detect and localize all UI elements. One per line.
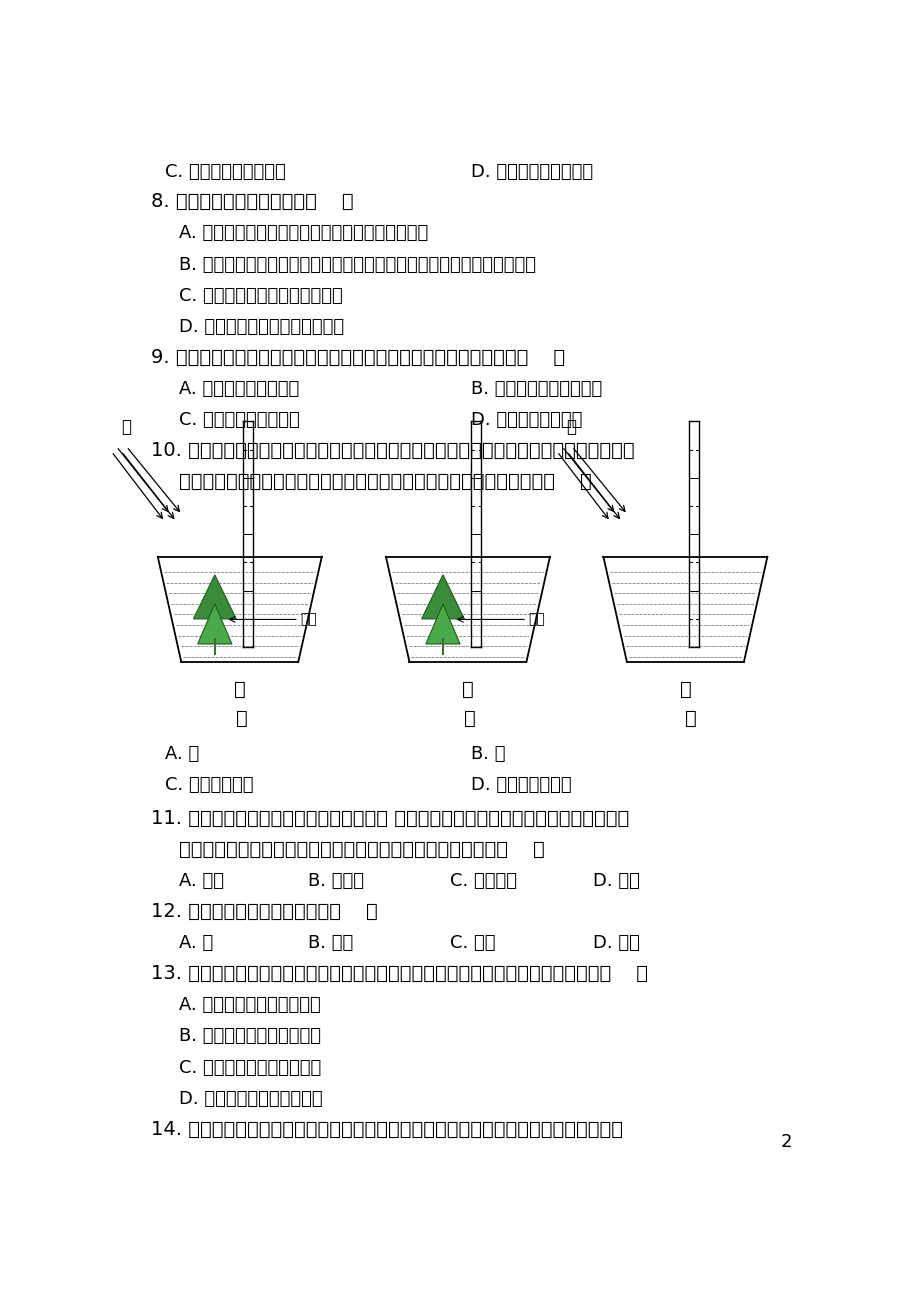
Text: D. 三个子房、三个胚珠: D. 三个子房、三个胚珠 — [471, 163, 593, 181]
Text: A. 馒头: A. 馒头 — [179, 872, 224, 891]
Text: B. 小肠: B. 小肠 — [307, 935, 352, 952]
Text: B. 减少土壤无机盐的丢失: B. 减少土壤无机盐的丢失 — [471, 380, 602, 398]
Text: B. 种子中的子叶发育成叶，胚芽发育成芽，胚轴发育成茎，胚根发育成根: B. 种子中的子叶发育成叶，胚芽发育成芽，胚轴发育成茎，胚根发育成根 — [179, 255, 536, 273]
Text: C. 可以促进根毛的生长: C. 可以促进根毛的生长 — [179, 411, 300, 428]
Text: D. 可减少水分的蕴发: D. 可减少水分的蕴发 — [471, 411, 583, 428]
Text: 餐的营养搜配更合理，根据你所学的生物知识，还要添加下列（    ）: 餐的营养搜配更合理，根据你所学的生物知识，还要添加下列（ ） — [179, 840, 544, 859]
Text: 2: 2 — [780, 1133, 791, 1151]
Text: A. 乙: A. 乙 — [165, 745, 199, 763]
Text: 光: 光 — [120, 418, 130, 436]
Text: 植物: 植物 — [528, 612, 545, 626]
Polygon shape — [193, 574, 236, 618]
Text: A. 种子的胚由胚芽、胚轴、胚根、胚乳和子叶组成: A. 种子的胚由胚芽、胚轴、胚根、胚乳和子叶组成 — [179, 224, 428, 242]
Text: C. 根部伸长最快的部位是分生区: C. 根部伸长最快的部位是分生区 — [179, 286, 343, 305]
Text: D. 根部伸长最快的部位是伸长区: D. 根部伸长最快的部位是伸长区 — [179, 318, 344, 336]
Text: B. 丙: B. 丙 — [471, 745, 505, 763]
Text: 13. 阳阳去医院检查身体，医生要求他吸气。吸气过程中他的助骨和膌的运动情况是（    ）: 13. 阳阳去医院检查身体，医生要求他吸气。吸气过程中他的助骨和膌的运动情况是（… — [151, 965, 647, 983]
Text: D. 乙和丙都不可以: D. 乙和丙都不可以 — [471, 776, 572, 794]
Text: 10. 如图中甲是「验证绻色植物在光照条件下释放出氧气」的实验装置，乙和丙是两个辅助: 10. 如图中甲是「验证绻色植物在光照条件下释放出氧气」的实验装置，乙和丙是两个… — [151, 441, 633, 460]
Text: D. 口腔: D. 口腔 — [592, 935, 639, 952]
Text: C. 三个子房、一个胚珠: C. 三个子房、一个胚珠 — [165, 163, 286, 181]
Text: 甲: 甲 — [233, 680, 245, 699]
Text: C. 素炒白菜: C. 素炒白菜 — [449, 872, 516, 891]
Text: 14. 某医疗机构将人造血液用于临床手术中的输血，获得成功，但它只有输送氧的单一功: 14. 某医疗机构将人造血液用于临床手术中的输血，获得成功，但它只有输送氧的单一… — [151, 1120, 622, 1139]
Text: C. 大肠: C. 大肠 — [449, 935, 495, 952]
Text: 11. 今天考试，妈妈为小赵准备了一份午餐 米饭、红烧肉、清茴鱼、鸡蛋。为了使这份午: 11. 今天考试，妈妈为小赵准备了一份午餐 米饭、红烧肉、清茴鱼、鸡蛋。为了使这… — [151, 809, 629, 828]
Text: B. 排骨汤: B. 排骨汤 — [307, 872, 363, 891]
Text: B. 助骨上升，膌舒张而上升: B. 助骨上升，膌舒张而上升 — [179, 1027, 321, 1046]
Text: 乙: 乙 — [461, 680, 473, 699]
Text: 8. 下列说法中哪些是正确的（    ）: 8. 下列说法中哪些是正确的（ ） — [151, 193, 353, 211]
Polygon shape — [425, 604, 460, 644]
Text: C. 乙和丙都可以: C. 乙和丙都可以 — [165, 776, 253, 794]
Text: A. 减少损伤根毛和幼根: A. 减少损伤根毛和幼根 — [179, 380, 299, 398]
Text: D. 助骨下降，膌收缩而下降: D. 助骨下降，膌收缩而下降 — [179, 1090, 323, 1108]
Text: 乙: 乙 — [464, 708, 476, 728]
Polygon shape — [421, 574, 464, 618]
Text: 光: 光 — [566, 418, 575, 436]
Text: 装置。其中，能作为甲的对照装置说明植物产生氧气需要光照条件的是（    ）: 装置。其中，能作为甲的对照装置说明植物产生氧气需要光照条件的是（ ） — [179, 473, 591, 491]
Text: A. 胃: A. 胃 — [179, 935, 213, 952]
Text: C. 助骨下降，膌舒张而上升: C. 助骨下降，膌舒张而上升 — [179, 1059, 321, 1077]
Text: 丙: 丙 — [685, 708, 697, 728]
Text: 12. 含消化酶种类最多的器官是（    ）: 12. 含消化酶种类最多的器官是（ ） — [151, 902, 377, 922]
Text: A. 助骨上升，膌收缩而下降: A. 助骨上升，膌收缩而下降 — [179, 996, 321, 1014]
Polygon shape — [198, 604, 232, 644]
Text: 9. 移栽幼苗时，为了提高成活率，要尽量多带些泥土，其主要原因是（    ）: 9. 移栽幼苗时，为了提高成活率，要尽量多带些泥土，其主要原因是（ ） — [151, 348, 564, 367]
Text: 甲: 甲 — [236, 708, 248, 728]
Text: D. 牛奶: D. 牛奶 — [592, 872, 639, 891]
Text: 丙: 丙 — [679, 680, 690, 699]
Text: 植物: 植物 — [300, 612, 317, 626]
